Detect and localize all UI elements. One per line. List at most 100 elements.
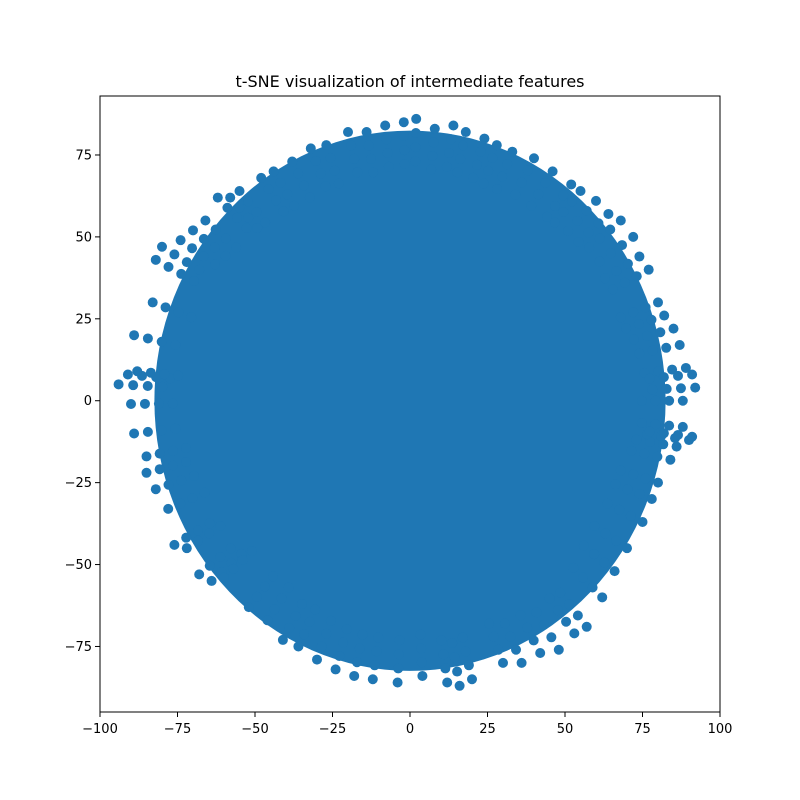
data-point <box>677 395 688 406</box>
data-point <box>615 465 626 476</box>
data-point <box>241 223 252 234</box>
data-point <box>141 451 152 462</box>
data-point <box>194 264 205 275</box>
x-tick-label: −50 <box>241 722 268 737</box>
data-point <box>589 521 600 532</box>
data-point <box>558 190 569 201</box>
data-point <box>139 398 150 409</box>
data-point <box>599 557 610 568</box>
data-point <box>329 165 340 176</box>
data-point <box>200 215 211 226</box>
data-point <box>398 117 409 128</box>
data-point <box>330 664 341 675</box>
data-point <box>198 233 209 244</box>
data-point <box>215 552 226 563</box>
data-point <box>126 399 136 409</box>
x-tick-label: 75 <box>634 722 651 737</box>
data-point <box>304 616 315 627</box>
data-point <box>204 528 215 539</box>
data-point <box>199 487 210 498</box>
data-point <box>626 445 637 456</box>
data-point <box>181 456 192 467</box>
data-point <box>664 395 675 406</box>
data-point <box>546 632 557 643</box>
data-point <box>644 426 655 437</box>
data-point <box>581 621 592 632</box>
data-point <box>150 254 161 265</box>
data-point <box>293 168 304 179</box>
data-point <box>609 566 620 577</box>
data-point <box>447 638 458 649</box>
data-point <box>611 535 622 546</box>
data-point <box>650 395 661 406</box>
data-point <box>640 302 651 313</box>
data-point <box>633 319 644 330</box>
data-point <box>278 206 289 217</box>
data-point <box>487 152 498 163</box>
data-point <box>276 593 287 604</box>
data-point <box>599 273 610 284</box>
data-point <box>215 521 226 532</box>
data-point <box>167 460 178 471</box>
y-tick-label: 25 <box>75 312 92 327</box>
data-point <box>617 240 628 251</box>
data-point <box>578 540 589 551</box>
data-point <box>577 572 588 583</box>
data-point <box>296 599 307 610</box>
data-point <box>674 340 685 351</box>
data-point <box>677 421 688 432</box>
data-point <box>410 142 421 153</box>
data-point <box>628 231 639 242</box>
data-point <box>505 631 516 642</box>
data-point <box>615 312 626 323</box>
data-point <box>284 622 295 633</box>
data-point <box>516 177 527 188</box>
y-tick-label: 75 <box>75 148 92 163</box>
data-point <box>181 257 192 268</box>
data-point <box>428 137 439 148</box>
dense-point-cloud <box>154 130 666 671</box>
data-point <box>198 251 209 262</box>
data-point <box>262 615 273 626</box>
data-point <box>615 215 626 226</box>
data-point <box>515 610 526 621</box>
data-point <box>550 201 561 212</box>
data-point <box>212 192 223 203</box>
data-point <box>368 167 379 178</box>
data-point <box>553 644 564 655</box>
data-point <box>484 618 495 629</box>
data-point <box>561 616 572 627</box>
data-point <box>563 225 574 236</box>
data-point <box>411 113 422 124</box>
data-point <box>637 516 648 527</box>
data-point <box>568 562 579 573</box>
data-point <box>188 225 198 236</box>
x-tick-label: −25 <box>319 722 346 737</box>
data-point <box>251 206 262 217</box>
data-point <box>639 448 650 459</box>
data-point <box>267 571 278 582</box>
x-tick-label: 100 <box>708 722 733 737</box>
data-point <box>675 383 686 394</box>
data-point <box>463 660 474 671</box>
data-point <box>533 189 544 200</box>
data-point <box>605 224 616 235</box>
y-tick-label: 50 <box>75 230 92 245</box>
data-point <box>614 504 625 515</box>
data-point <box>647 345 658 356</box>
y-tick-label: −25 <box>65 476 92 491</box>
data-point <box>549 217 560 228</box>
data-point <box>610 479 621 490</box>
data-point <box>653 297 663 308</box>
data-point <box>658 372 669 383</box>
data-point <box>410 156 421 167</box>
data-point <box>593 218 604 229</box>
data-point <box>163 479 174 490</box>
data-point <box>325 615 336 626</box>
y-tick-label: −50 <box>65 558 92 573</box>
data-point <box>367 674 378 685</box>
data-point <box>687 431 698 442</box>
data-point <box>634 348 645 359</box>
data-point <box>289 200 300 211</box>
data-point <box>672 370 683 381</box>
